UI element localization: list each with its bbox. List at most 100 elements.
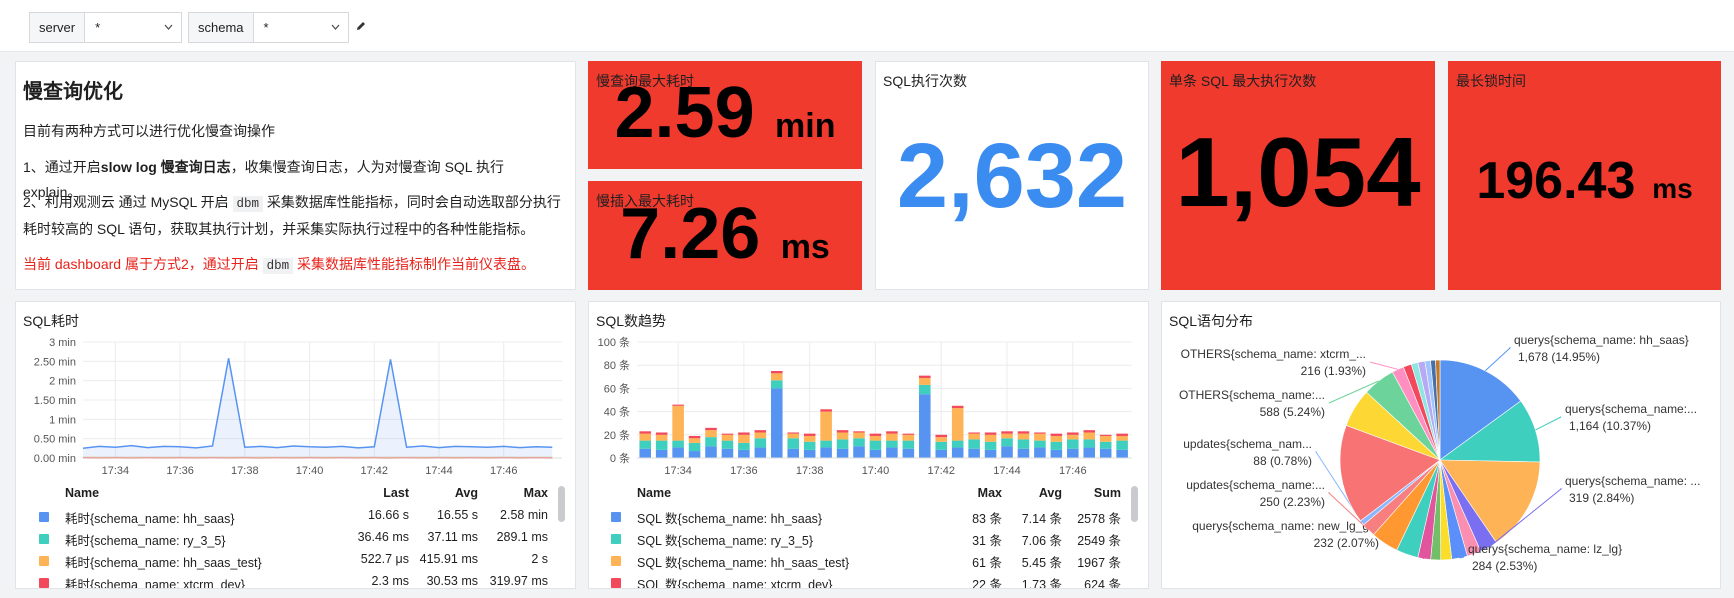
bar-segment	[672, 447, 684, 458]
bar-segment	[639, 440, 651, 449]
x-tick-label: 17:44	[425, 465, 453, 477]
bar-segment	[1034, 433, 1046, 441]
bar-segment	[853, 438, 865, 447]
bar-segment	[902, 433, 915, 435]
bar-segment	[688, 438, 701, 443]
bar-segment	[1099, 434, 1112, 436]
bar-segment	[984, 449, 997, 458]
bar-segment	[919, 384, 931, 395]
schema-filter[interactable]: schema *	[188, 12, 349, 43]
stat-panel: 慢查询最大耗时 2.59 min	[588, 61, 862, 169]
text: 采集数据库性能指标，同时会自动选取部分执行耗时较高的 SQL 语句，获取其执行计…	[23, 194, 561, 237]
y-tick-label: 1.50 min	[34, 395, 76, 407]
chart-panel: SQL耗时 0.00 min 0.50 min 1 min 1.50 min 2 min 2…	[15, 301, 576, 589]
bar-segment	[951, 408, 964, 441]
bar-segment	[968, 448, 980, 458]
y-tick-label: 80 条	[604, 358, 630, 372]
bar-segment	[639, 448, 651, 458]
bar-segment	[886, 447, 898, 458]
bar-segment	[919, 394, 931, 458]
bar-segment	[655, 432, 668, 435]
legend-stat: 2.58 min	[500, 508, 548, 522]
legend-swatch	[611, 556, 621, 566]
pie-slice	[1435, 359, 1441, 461]
legend-name: SQL 数{schema_name: hh_saas}	[637, 512, 823, 526]
bar-segment	[951, 405, 964, 409]
bar-segment	[1067, 439, 1079, 449]
y-tick-label: 20 条	[604, 428, 630, 442]
legend-name: 耗时{schema_name: hh_saas_test}	[65, 556, 262, 570]
bar-segment	[803, 449, 816, 458]
text: 2、利用观测云 通过 MySQL 开启	[23, 194, 233, 210]
stat-number: 2,632	[896, 125, 1128, 227]
y-tick-label: 40 条	[604, 405, 630, 419]
bar-segment	[1067, 434, 1079, 440]
stat-panel: SQL执行次数 2,632	[875, 61, 1149, 290]
bar-segment	[1001, 433, 1013, 439]
bar-segment	[721, 433, 734, 435]
legend-name: 耗时{schema_name: xtcrm_dev}	[65, 578, 245, 589]
stat-title: 慢查询最大耗时	[596, 73, 694, 89]
legend-swatch	[611, 534, 621, 544]
leader-line	[1369, 361, 1398, 370]
legend-stat: 7.06 条	[1021, 534, 1062, 548]
bar-segment	[1083, 430, 1096, 433]
leader-line	[1488, 488, 1563, 548]
area	[83, 358, 553, 458]
x-tick-label: 17:46	[490, 465, 518, 477]
legend-header: Sum	[1093, 486, 1121, 500]
pie-slice	[1339, 425, 1441, 522]
legend-swatch	[39, 512, 49, 522]
pie-slice	[1439, 459, 1541, 544]
slice-value-label: 319 (2.84%)	[1569, 491, 1634, 505]
bar-segment	[1099, 448, 1112, 458]
bar-segment	[1034, 447, 1046, 458]
bar-segment	[1083, 447, 1096, 458]
server-filter[interactable]: server *	[29, 12, 182, 43]
legend-swatch	[611, 578, 621, 588]
bar-segment	[935, 449, 948, 458]
bar-segment	[853, 431, 865, 433]
bar-segment	[1116, 449, 1128, 458]
y-tick-label: 60 条	[604, 381, 630, 395]
slice-value-label: 232 (2.07%)	[1314, 536, 1379, 550]
legend-stat: 2 s	[531, 552, 548, 566]
bar-segment	[754, 430, 767, 433]
legend-stat: 36.46 ms	[357, 530, 409, 544]
text: 当前 dashboard 属于方式2，通过开启	[23, 256, 263, 272]
legend-stat: 16.66 s	[367, 508, 409, 522]
bar-segment	[1116, 433, 1128, 436]
slice-label: querys{schema_name:...	[1565, 402, 1697, 416]
bar-segment	[672, 405, 684, 441]
pie-slice	[1439, 359, 1522, 461]
stat-number: 1,054	[1175, 117, 1421, 227]
filter-value-text: *	[95, 20, 101, 35]
bar-segment	[886, 440, 898, 448]
x-tick-label: 17:38	[231, 465, 259, 477]
slice-label: OTHERS{schema_name:...	[1179, 388, 1325, 402]
bar-segment	[984, 434, 997, 442]
bar-segment	[1083, 439, 1096, 448]
stat-number: 2.59	[614, 73, 755, 153]
y-tick-label: 100 条	[598, 335, 630, 349]
plot: 0.00 min 0.50 min 1 min 1.50 min 2 min 2.50 m…	[34, 337, 562, 477]
text-panel: 慢查询优化 目前有两种方式可以进行优化慢查询操作 1、通过开启slow log …	[15, 61, 576, 290]
bar-segment	[771, 380, 783, 389]
bar-segment	[1116, 440, 1128, 450]
chevron	[331, 24, 340, 30]
filter-value: *	[254, 13, 348, 42]
bar-segment	[705, 437, 717, 447]
slice-label: querys{schema_name: new_lg_g...	[1192, 519, 1379, 533]
bar-segment	[803, 441, 816, 450]
stat-panel: 最长锁时间 196.43 ms	[1448, 61, 1721, 290]
legend-header: Max	[977, 486, 1002, 500]
filter-value-text: *	[263, 20, 269, 35]
slice-value-label: 588 (5.24%)	[1260, 405, 1325, 419]
bar-segment	[1001, 438, 1013, 447]
bar-segment	[919, 375, 931, 378]
bar-segment	[688, 451, 701, 458]
edit-icon[interactable]	[355, 20, 367, 32]
bar-segment	[935, 437, 948, 442]
paragraph: 目前有两种方式可以进行优化慢查询操作	[23, 123, 275, 139]
